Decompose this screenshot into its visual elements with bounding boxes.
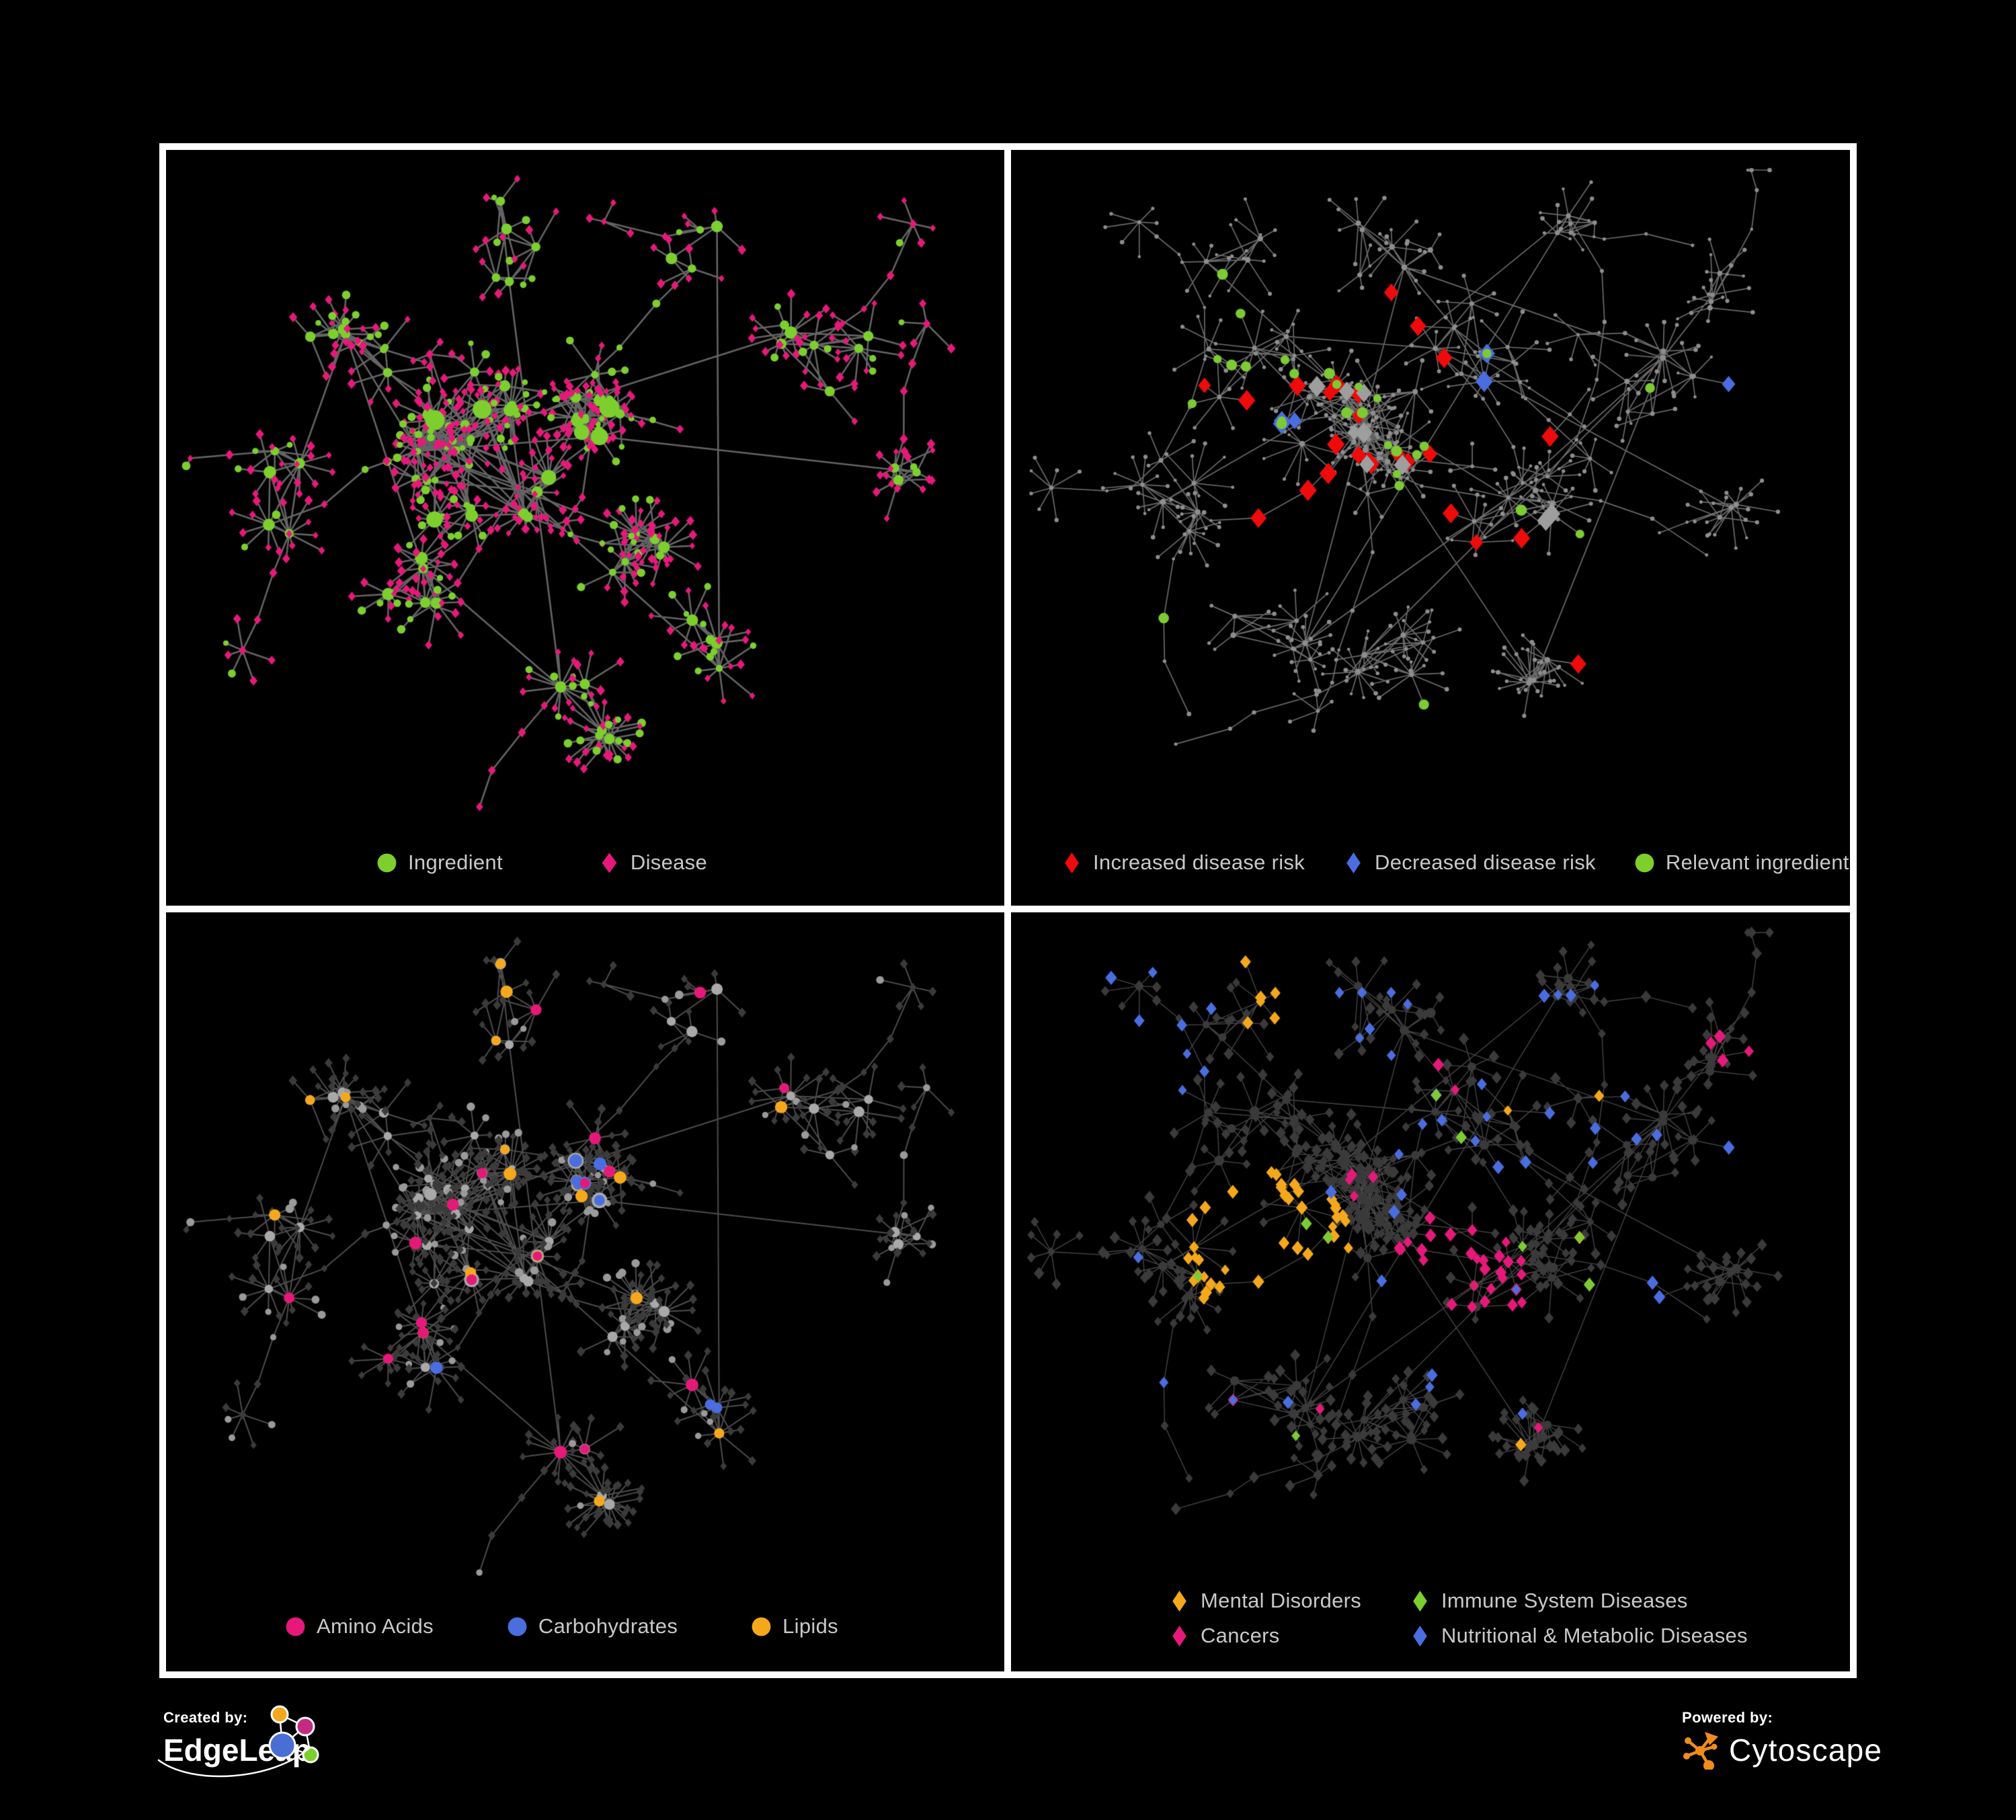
legend-item-immune-system-diseases: Immune System Diseases [1409,1589,1748,1613]
cytoscape-row: Cytoscape [1682,1731,1882,1770]
panel-ingredient-disease: Ingredient Disease [166,150,1004,906]
edgeleap-logo-magenta-node [295,1716,315,1737]
legend-label-amino-acids: Amino Acids [317,1614,434,1638]
network-graph-ingredient-disease [166,150,1004,906]
legend-disease-categories: Mental Disorders Immune System Diseases … [1168,1589,1748,1648]
network-graph-disease-risk [1011,150,1850,906]
amino-acids-circle-icon [286,1617,305,1636]
decreased-risk-diamond-icon [1346,852,1361,873]
network-graph-disease-categories [1011,912,1850,1671]
panel-disease-categories: Mental Disorders Immune System Diseases … [1011,912,1850,1671]
legend-item-increased-risk: Increased disease risk [1061,850,1305,875]
ingredient-circle-icon [377,853,397,872]
legend-label-immune-system-diseases: Immune System Diseases [1441,1589,1688,1612]
powered-by-block: Powered by: Cytoscape [1682,1709,1882,1770]
mental-disorders-diamond-icon [1172,1590,1186,1612]
legend-item-disease: Disease [598,850,707,875]
panel-disease-risk: Increased disease risk Decreased disease… [1011,150,1850,906]
increased-risk-diamond-icon [1065,852,1079,873]
disease-diamond-icon [602,853,617,873]
panel-macronutrients: Amino Acids Carbohydrates Lipids [166,912,1004,1671]
legend-item-relevant-ingredient: Relevant ingredient [1634,850,1849,875]
edgeleap-logo [268,1705,319,1764]
legend-ingredient-disease: Ingredient Disease [376,850,707,875]
legend-item-lipids: Lipids [750,1614,838,1638]
legend-item-cancers: Cancers [1168,1624,1409,1648]
legend-item-amino-acids: Amino Acids [284,1614,434,1638]
legend-item-carbohydrates: Carbohydrates [506,1614,678,1638]
nutritional-metabolic-diseases-diamond-icon [1413,1625,1427,1647]
lipids-circle-icon [752,1617,771,1636]
legend-label-relevant-ingredient: Relevant ingredient [1665,850,1849,874]
panel-grid: Ingredient Disease Increased disease ris… [159,143,1857,1678]
legend-label-mental-disorders: Mental Disorders [1201,1589,1362,1612]
relevant-ingredient-circle-icon [1635,853,1654,872]
legend-disease-risk: Increased disease risk Decreased disease… [1061,850,1849,875]
legend-label-increased-risk: Increased disease risk [1093,850,1305,874]
cancers-diamond-icon [1172,1625,1186,1647]
panel-divider-horizontal [166,906,1850,912]
edgeleap-logo-orange-node [270,1705,289,1724]
cytoscape-brand-text: Cytoscape [1729,1733,1883,1768]
legend-label-disease: Disease [630,850,707,874]
immune-system-diseases-diamond-icon [1413,1590,1427,1612]
legend-label-nutritional-metabolic-diseases: Nutritional & Metabolic Diseases [1441,1624,1748,1647]
created-by-label: Created by: [163,1709,248,1726]
legend-item-ingredient: Ingredient [376,850,503,875]
cytoscape-logo [1683,1732,1718,1770]
legend-label-lipids: Lipids [782,1614,838,1638]
legend-item-nutritional-metabolic-diseases: Nutritional & Metabolic Diseases [1409,1624,1748,1648]
powered-by-label: Powered by: [1682,1709,1773,1726]
legend-label-cancers: Cancers [1201,1624,1280,1647]
network-graph-macronutrients [166,912,1004,1671]
legend-item-decreased-risk: Decreased disease risk [1342,850,1596,875]
edgeleap-logo-swoosh [157,1747,311,1778]
legend-label-ingredient: Ingredient [408,850,503,874]
legend-label-decreased-risk: Decreased disease risk [1375,850,1596,874]
edgeleap-logo-blue-node [268,1731,296,1759]
legend-item-mental-disorders: Mental Disorders [1168,1589,1409,1613]
legend-label-carbohydrates: Carbohydrates [538,1614,678,1638]
legend-macronutrients: Amino Acids Carbohydrates Lipids [284,1614,838,1638]
carbohydrates-circle-icon [508,1617,527,1636]
